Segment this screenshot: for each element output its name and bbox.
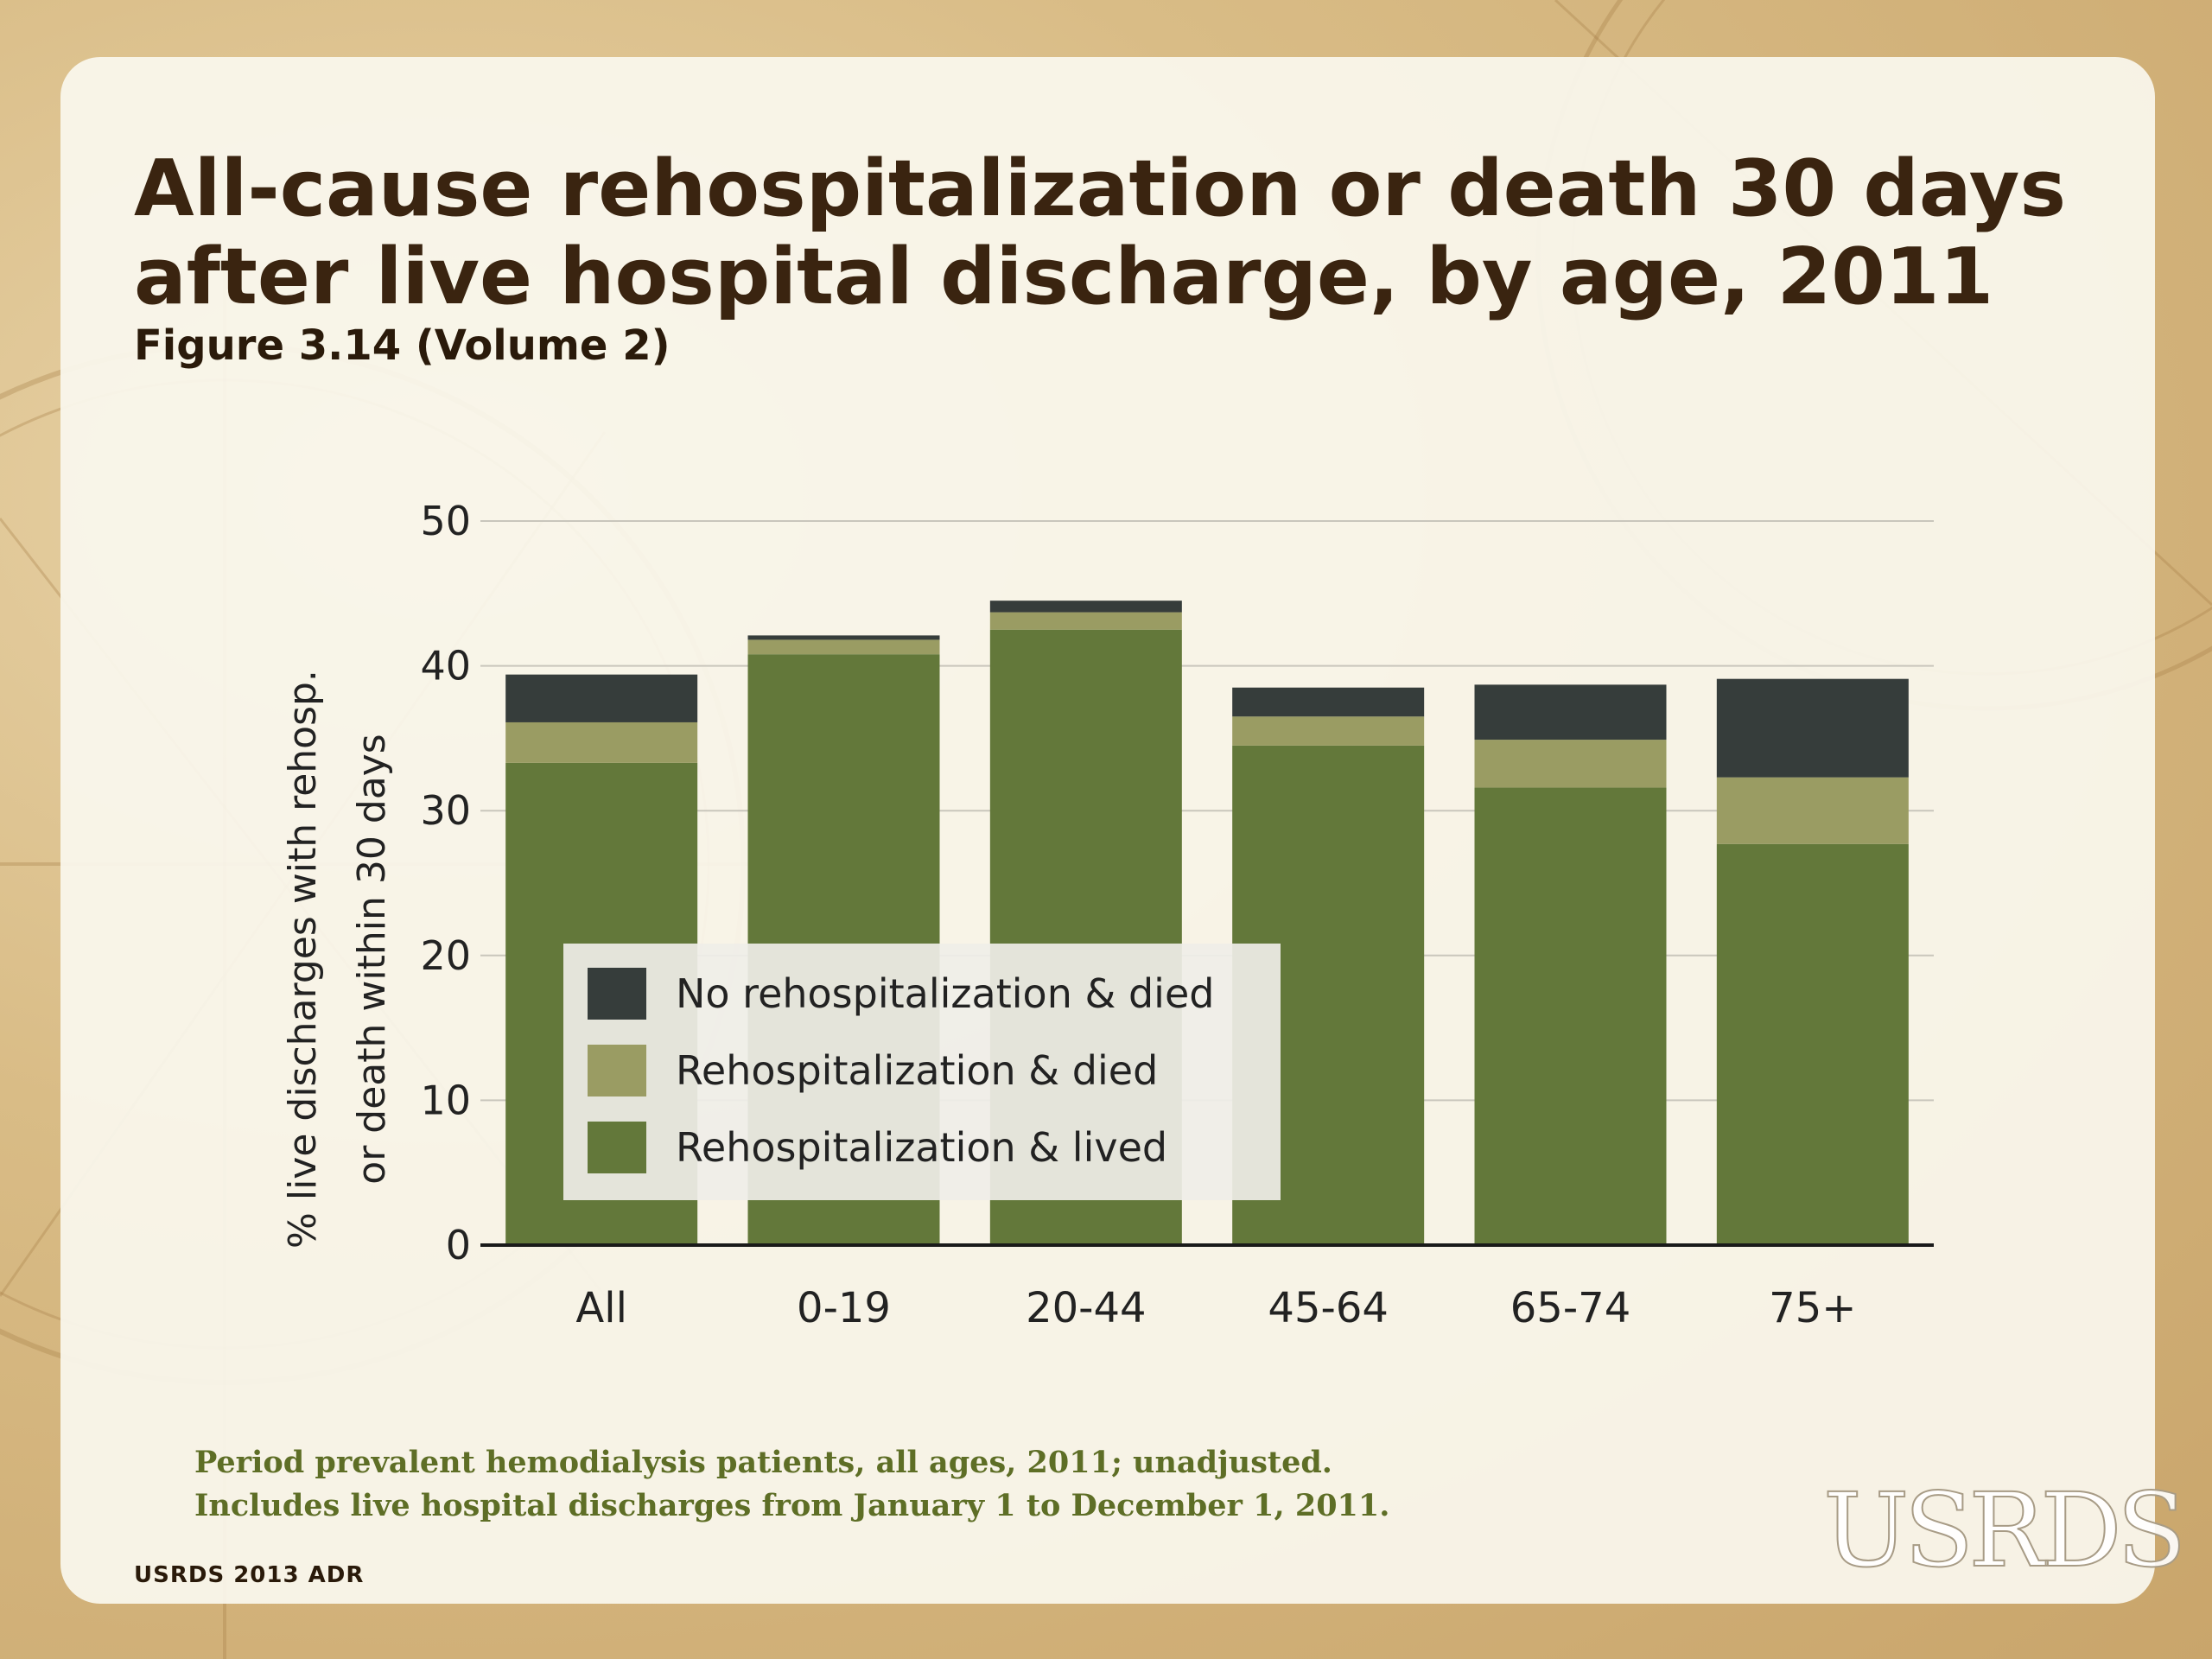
- legend-label: Rehospitalization & lived: [676, 1124, 1167, 1171]
- y-tick-label: 50: [420, 498, 471, 544]
- bar-segment-65-74-1: [1474, 740, 1667, 788]
- legend-swatch: [588, 968, 646, 1020]
- legend-swatch: [588, 1045, 646, 1096]
- bar-segment-65-74-0: [1474, 787, 1667, 1245]
- bar-segment-0-19-2: [747, 635, 940, 640]
- x-tick-label: 65-74: [1510, 1284, 1630, 1332]
- bar-segment-65-74-2: [1474, 684, 1667, 741]
- bar-segment-0-19-1: [747, 639, 940, 655]
- footnote-line-1: Period prevalent hemodialysis patients, …: [194, 1445, 1332, 1480]
- bar-segment-75+-1: [1716, 777, 1909, 844]
- footnote-line-2: Includes live hospital discharges from J…: [194, 1488, 1390, 1523]
- bar-segment-45-64-2: [1232, 687, 1425, 717]
- x-tick-label: 0-19: [797, 1284, 891, 1332]
- legend-label: No rehospitalization & died: [676, 970, 1214, 1017]
- bar-segment-All-1: [505, 721, 698, 763]
- legend-swatch: [588, 1122, 646, 1173]
- bar-segment-75+-2: [1716, 678, 1909, 778]
- y-axis-label-line-2: or death within 30 days: [350, 734, 394, 1184]
- usrds-logo: USRDS: [1822, 1470, 2188, 1591]
- y-tick-label: 0: [446, 1222, 471, 1268]
- x-tick-label: 20-44: [1026, 1284, 1146, 1332]
- y-axis-label-line-1: % live discharges with rehosp.: [281, 670, 325, 1249]
- y-tick-label: 20: [420, 932, 471, 979]
- y-tick-label: 40: [420, 643, 471, 690]
- x-tick-label: 45-64: [1268, 1284, 1388, 1332]
- bar-segment-75+-0: [1716, 843, 1909, 1245]
- x-tick-label: 75+: [1769, 1284, 1856, 1332]
- slide-title: All-cause rehospitalization or death 30 …: [134, 143, 2067, 322]
- bar-segment-All-2: [505, 674, 698, 722]
- y-tick-label: 30: [420, 787, 471, 834]
- chart-legend: No rehospitalization & died Rehospitaliza…: [563, 944, 1281, 1200]
- legend-label: Rehospitalization & died: [676, 1047, 1158, 1094]
- legend-box: [563, 944, 1281, 1200]
- source-label: USRDS 2013 ADR: [134, 1562, 365, 1588]
- bar-segment-45-64-1: [1232, 716, 1425, 746]
- bar-segment-20-44-2: [989, 601, 1182, 613]
- figure-subtitle: Figure 3.14 (Volume 2): [134, 321, 671, 370]
- bar-segment-20-44-1: [989, 612, 1182, 630]
- y-tick-label: 10: [420, 1077, 471, 1123]
- x-tick-label: All: [575, 1284, 627, 1332]
